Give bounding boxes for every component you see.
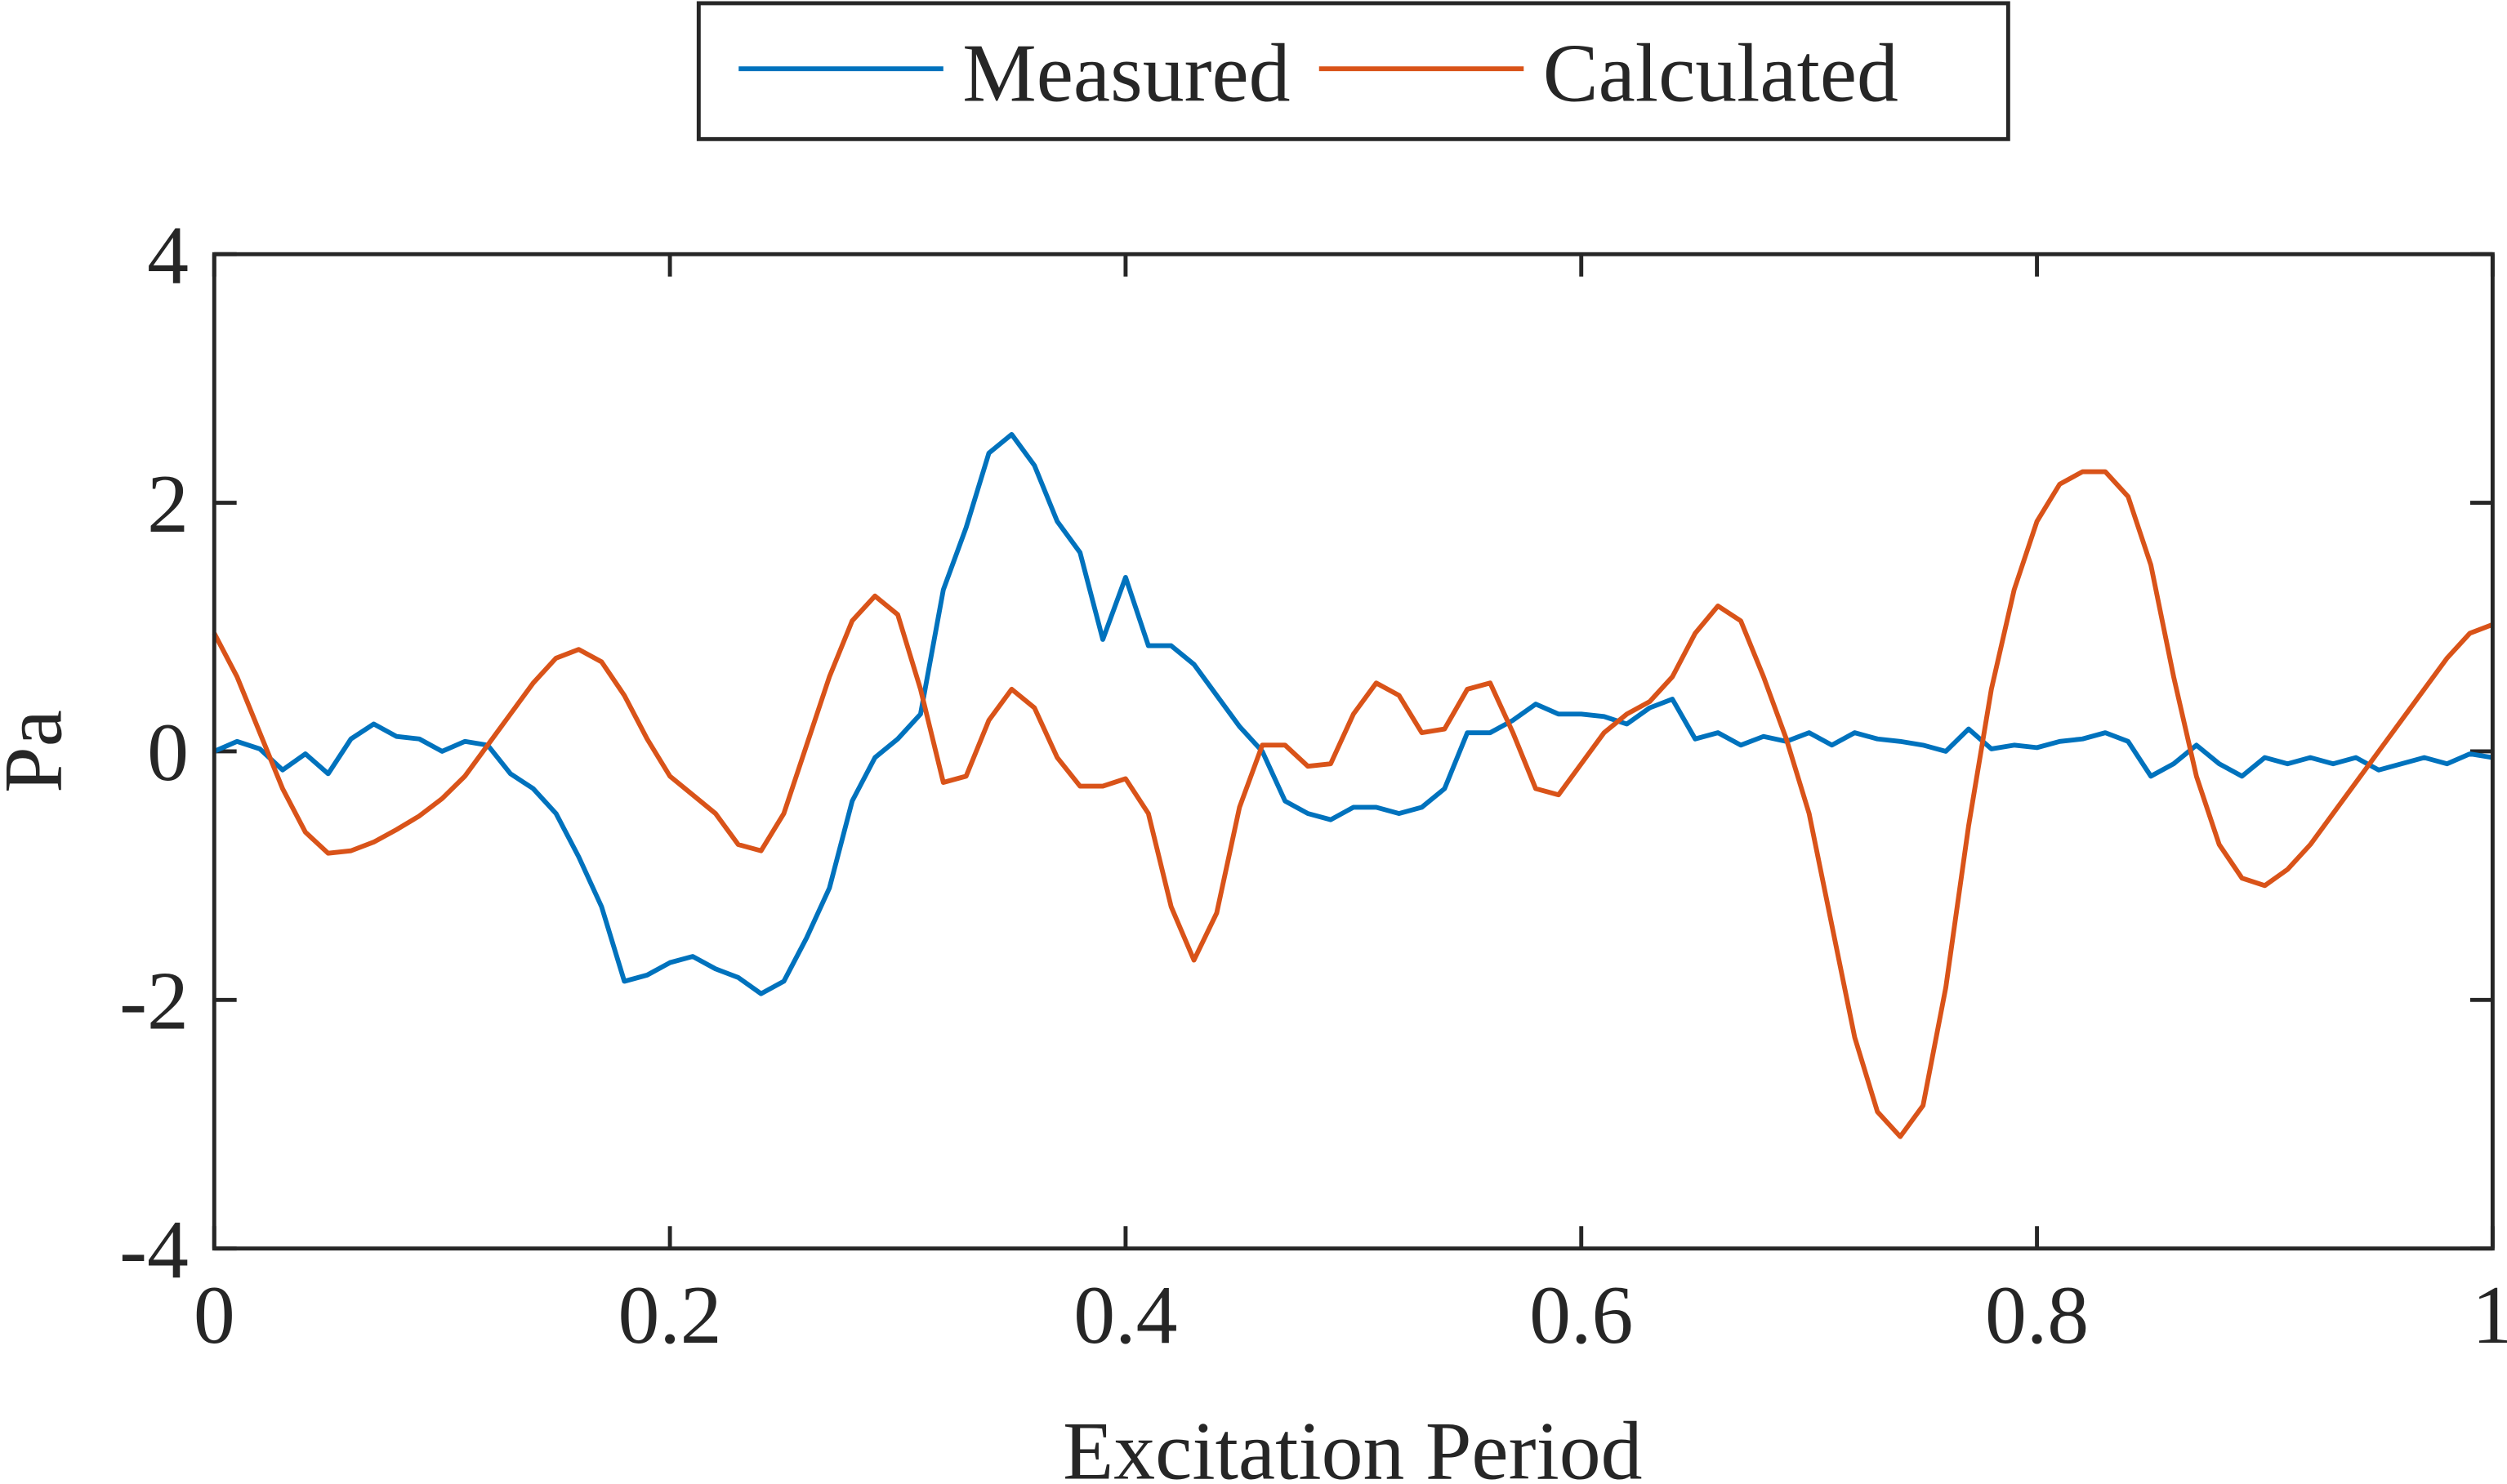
x-axis-label: Excitation Period	[1063, 1406, 1642, 1484]
plot-frame	[212, 252, 2495, 1251]
data-line	[213, 431, 2493, 996]
y-tick-label: 4	[147, 209, 189, 301]
x-tick-label: 0.2	[618, 1269, 721, 1361]
x-tick-label: 0.8	[1985, 1269, 2089, 1361]
x-tick-label: 1	[2472, 1269, 2507, 1361]
legend-label: Measured	[962, 27, 1290, 119]
y-tick-label: -2	[119, 956, 189, 1048]
x-tick-label: 0.4	[1073, 1269, 1177, 1361]
y-tick-label: 2	[147, 458, 189, 550]
x-tick-label: 0.6	[1529, 1269, 1633, 1361]
legend-label: Calculated	[1543, 27, 1898, 119]
data-line	[212, 469, 2494, 1139]
x-tick-label: 0	[194, 1269, 235, 1361]
y-tick-label: -4	[119, 1204, 189, 1296]
y-axis-label: Pa	[0, 710, 79, 793]
y-tick-label: 0	[147, 706, 189, 799]
